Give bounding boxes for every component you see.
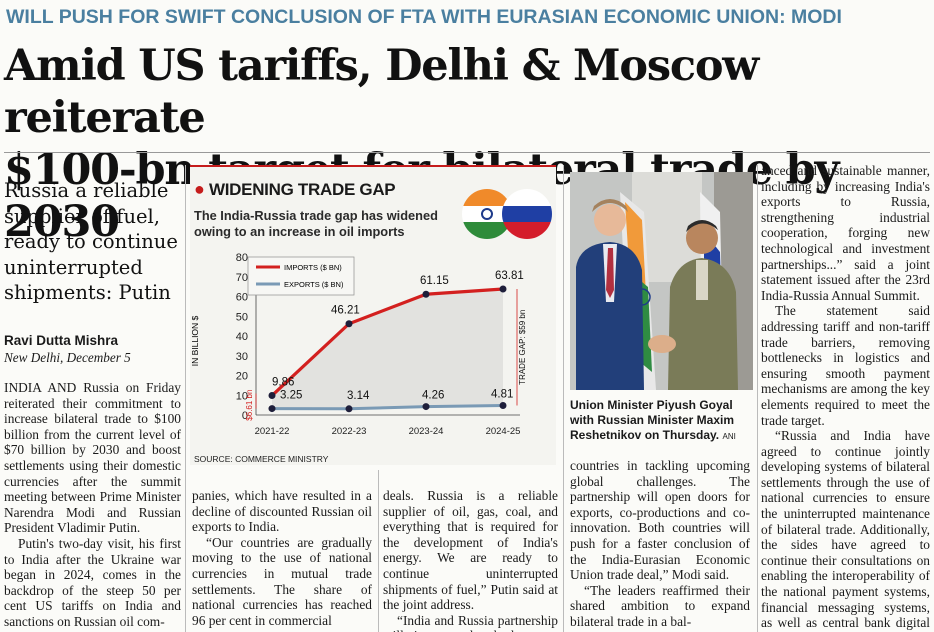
exports-data-label: 3.14: [347, 390, 370, 402]
chart-title: ● WIDENING TRADE GAP: [194, 179, 396, 200]
top-rule: [4, 152, 930, 153]
y-tick-label: 80: [236, 252, 248, 264]
paragraph: anced and sustainable manner, including …: [761, 163, 930, 303]
exports-data-label: 3.25: [280, 390, 302, 402]
kicker: WILL PUSH FOR SWIFT CONCLUSION OF FTA WI…: [6, 6, 842, 28]
imports-point: [499, 285, 507, 293]
trade-gap-area: [272, 288, 503, 409]
imports-data-label: 9.86: [272, 377, 294, 389]
legend-label-exports: EXPORTS ($ BN): [284, 280, 344, 289]
article-column-5: anced and sustainable manner, including …: [761, 163, 930, 632]
paragraph: panies, which have resulted in a decline…: [192, 488, 372, 535]
y-tick-label: 50: [236, 311, 248, 323]
photo-goyal-reshetnikov: [570, 172, 753, 390]
exports-point: [268, 405, 276, 413]
paragraph: Putin's two-day visit, his first to Indi…: [4, 535, 181, 629]
exports-data-label: 4.81: [491, 389, 513, 401]
imports-point: [345, 320, 353, 328]
column-divider: [563, 165, 564, 632]
chart-plot: 0 10 20 30 40 50 60 70 80 2021-22 2022-23 2023-24 20…: [190, 252, 527, 437]
exports-point: [499, 402, 507, 410]
y-tick-label: 10: [236, 390, 248, 402]
exports-data-label: 4.26: [422, 390, 444, 402]
imports-point: [422, 290, 430, 298]
x-tick-label: 2022-23: [332, 426, 367, 437]
photo-credit: ANI: [722, 432, 736, 441]
russia-flag-icon: [502, 189, 552, 239]
exports-point: [422, 403, 430, 411]
paragraph: “Russia and India have agreed to continu…: [761, 428, 930, 632]
paragraph: countries in tackling upcoming global ch…: [570, 458, 750, 583]
legend-label-imports: IMPORTS ($ BN): [284, 263, 342, 272]
paragraph: The statement said addressing tariff and…: [761, 303, 930, 428]
photo-caption: Union Minister Piyush Goyal with Russian…: [570, 398, 756, 444]
caption-text: Union Minister Piyush Goyal with Russian…: [570, 398, 735, 442]
exports-line: [271, 404, 504, 411]
paragraph: deals. Russia is a reliable supplier of …: [383, 488, 558, 613]
y-tick-label: 70: [236, 272, 248, 284]
article-column-3: deals. Russia is a reliable supplier of …: [383, 488, 558, 632]
imports-data-label: 61.15: [420, 275, 449, 287]
article-column-1: INDIA AND Russia on Friday reiterated th…: [4, 380, 181, 630]
x-tick-label: 2021-22: [255, 426, 290, 437]
chart-source: SOURCE: COMMERCE MINISTRY: [194, 454, 329, 464]
y-tick-label: 0: [242, 410, 248, 422]
chart-title-text: WIDENING TRADE GAP: [209, 180, 396, 199]
x-tick-label: 2024-25: [486, 426, 521, 437]
paragraph: “India and Russia partnership will give …: [383, 612, 558, 632]
paragraph: “Our countries are gradually moving to t…: [192, 534, 372, 628]
paragraph: “The leaders reaffirmed their shared amb…: [570, 582, 750, 629]
paragraph: INDIA AND Russia on Friday reiterated th…: [4, 380, 181, 536]
imports-data-label: 46.21: [331, 305, 360, 317]
headline-line-1: Amid US tariffs, Delhi & Moscow reiterat…: [4, 41, 759, 143]
column-divider: [378, 470, 379, 632]
chart-legend: IMPORTS ($ BN) EXPORTS ($ BN): [247, 256, 355, 296]
india-flag-icon: [462, 189, 512, 239]
dateline: New Delhi, December 5: [4, 350, 131, 365]
article-column-2: panies, which have resulted in a decline…: [192, 488, 372, 628]
column-divider: [185, 165, 186, 632]
y-axis-label: IN BILLION $: [190, 315, 200, 366]
exports-point: [345, 405, 353, 413]
gap-start-label: $6.61 bn: [245, 390, 254, 421]
chart-subtitle: The India-Russia trade gap has widened o…: [194, 208, 438, 239]
column-divider: [757, 165, 758, 632]
photo-illustration: [570, 172, 753, 390]
subhead: Russia a reliable supplier of fuel, read…: [4, 179, 178, 304]
imports-line: [270, 287, 504, 397]
gap-end-label: TRADE GAP: $59 bn: [518, 310, 527, 385]
article-column-4: countries in tackling upcoming global ch…: [570, 458, 750, 630]
imports-data-label: 63.81: [495, 270, 524, 282]
x-tick-label: 2023-24: [409, 426, 444, 437]
y-tick-label: 20: [236, 371, 248, 383]
imports-point: [268, 392, 276, 400]
byline: Ravi Dutta Mishra: [4, 333, 119, 348]
y-tick-label: 40: [236, 331, 248, 343]
y-tick-label: 60: [236, 292, 248, 304]
bullet-icon: ●: [194, 179, 205, 199]
trade-gap-chart: ● WIDENING TRADE GAP The India-Russia tr…: [190, 165, 556, 465]
y-tick-label: 30: [236, 351, 248, 363]
